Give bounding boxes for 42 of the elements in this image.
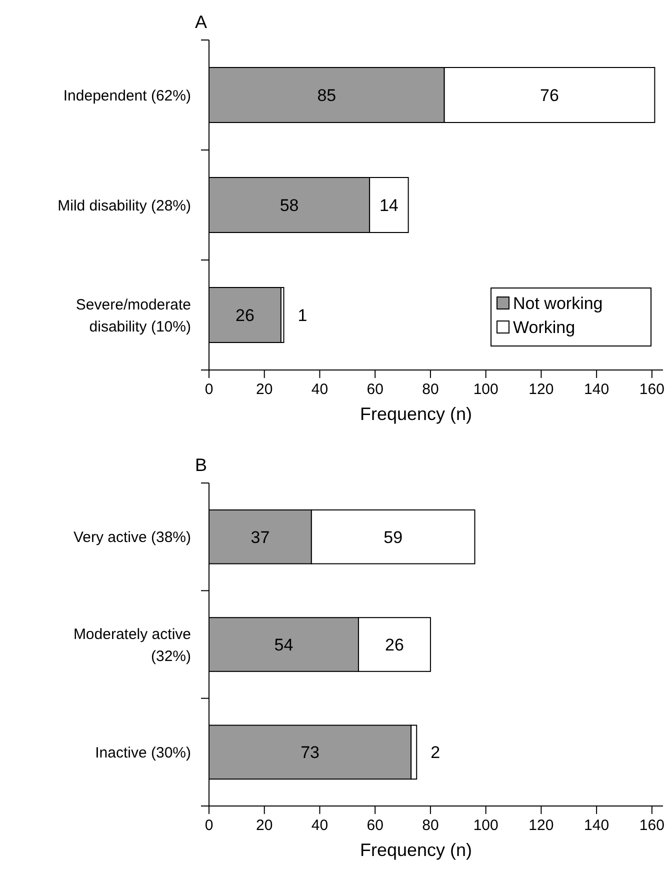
x-tick-label: 140	[584, 381, 610, 398]
x-tick-label: 140	[584, 817, 610, 834]
x-tick-label: 40	[311, 381, 328, 398]
data-label: 85	[317, 86, 336, 105]
x-tick-label: 60	[366, 817, 384, 834]
data-label: 2	[430, 743, 440, 762]
x-tick-label: 120	[528, 817, 554, 834]
x-tick-label: 160	[639, 381, 664, 398]
x-tick-label: 160	[639, 817, 664, 834]
legend-label: Not working	[513, 294, 603, 313]
chart-title: A	[195, 12, 208, 32]
x-tick-label: 0	[204, 381, 214, 398]
x-axis-title: Frequency (n)	[360, 840, 472, 860]
chart-title: B	[195, 455, 208, 475]
y-tick-label: Independent (62%)	[63, 87, 191, 104]
x-axis-title: Frequency (n)	[360, 404, 472, 424]
x-tick-label: 100	[473, 381, 498, 398]
x-tick-label: 120	[528, 381, 554, 398]
y-tick-label: Very active (38%)	[73, 529, 192, 546]
data-label: 37	[250, 528, 270, 547]
data-label: 1	[298, 306, 308, 325]
data-label: 54	[274, 635, 294, 654]
y-tick-label: Mild disability (28%)	[58, 197, 192, 214]
x-tick-label: 40	[311, 817, 328, 834]
x-tick-label: 20	[256, 817, 273, 834]
x-tick-label: 100	[473, 817, 498, 834]
legend-label: Working	[513, 318, 576, 337]
x-tick-label: 80	[422, 817, 439, 834]
x-tick-label: 60	[366, 381, 384, 398]
data-label: 58	[280, 196, 299, 215]
data-label: 26	[385, 635, 404, 654]
data-label: 76	[540, 86, 559, 105]
data-label: 59	[384, 528, 403, 547]
x-tick-label: 0	[204, 817, 214, 834]
x-tick-label: 80	[422, 381, 439, 398]
y-tick-label: Moderately active (32%)	[73, 626, 191, 665]
data-label: 26	[236, 306, 254, 325]
y-tick-label: Inactive (30%)	[95, 744, 192, 762]
data-label: 14	[379, 196, 398, 215]
x-tick-label: 20	[256, 381, 273, 398]
y-tick-label: Severe/moderate disability (10%)	[76, 296, 191, 336]
data-label: 73	[300, 743, 320, 762]
